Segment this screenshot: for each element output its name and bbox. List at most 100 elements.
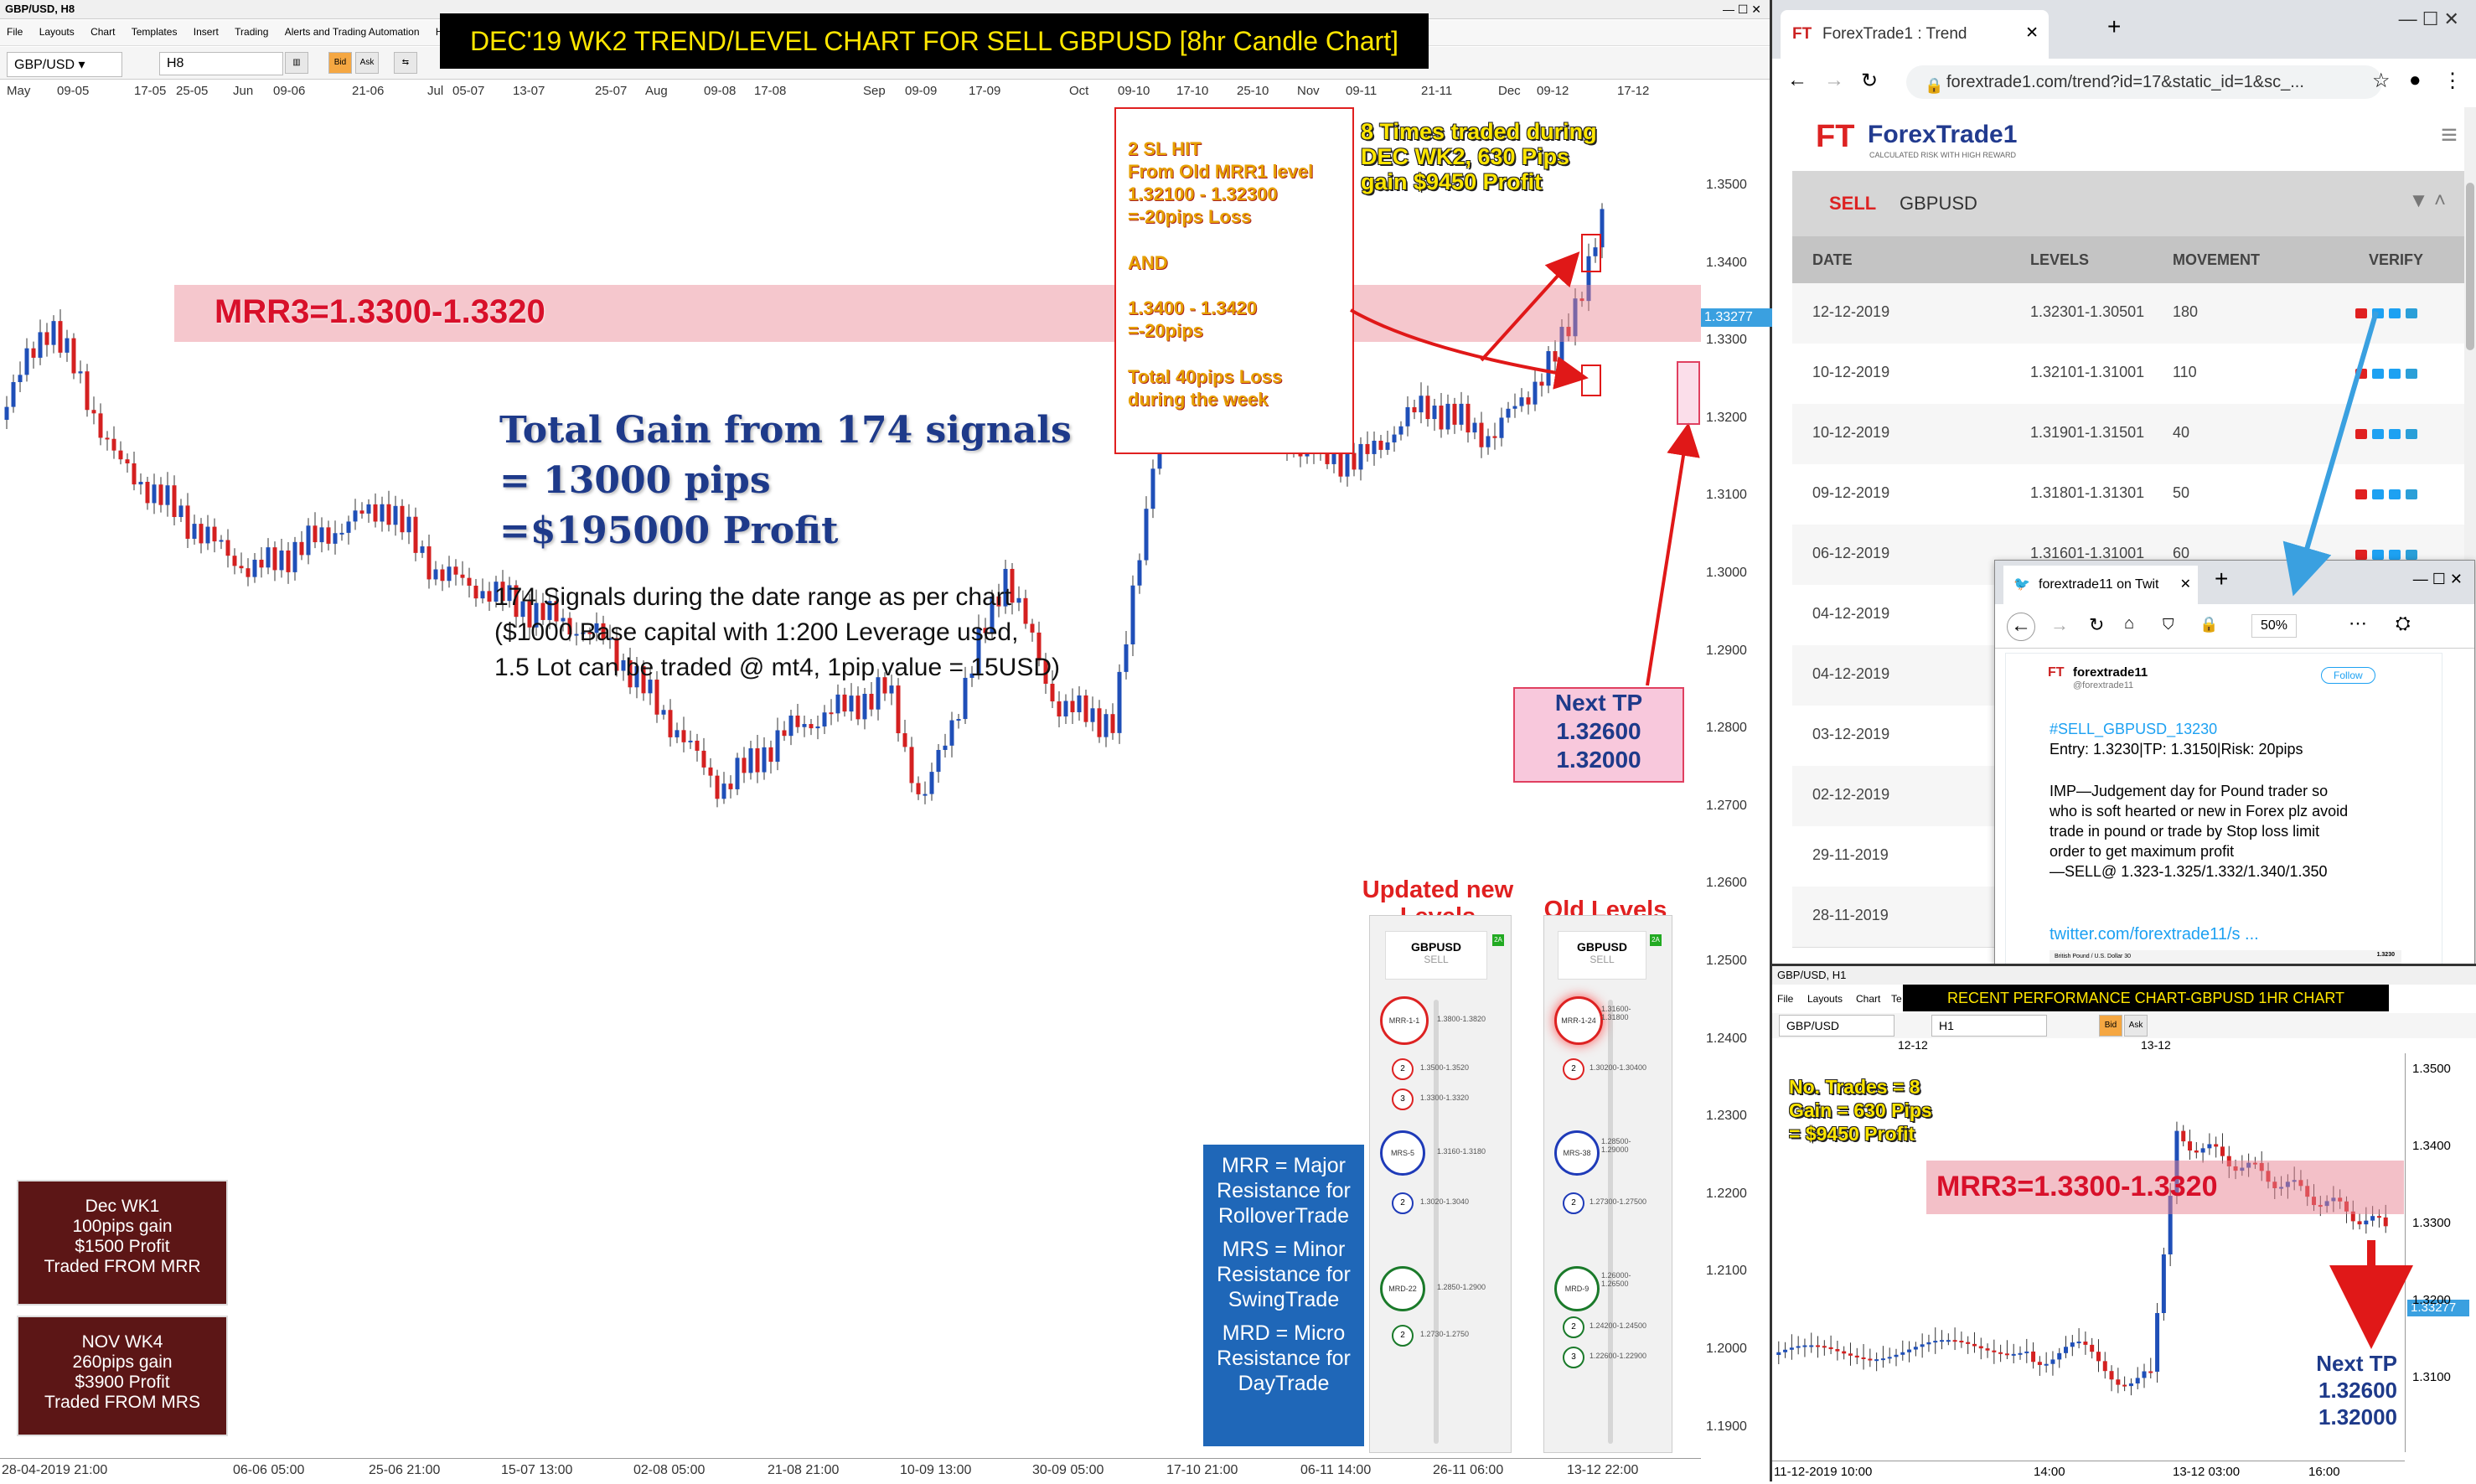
twitter-icon[interactable] <box>2372 308 2384 318</box>
h1-candles[interactable] <box>1772 1053 2406 1452</box>
legend-mrs: MRS = Minor Resistance for SwingTrade <box>1217 1238 1351 1311</box>
table-row[interactable]: 09-12-2019 1.31801-1.31301 50 <box>1792 464 2466 525</box>
scroll-thumb[interactable] <box>2466 183 2474 350</box>
candle-body <box>2383 1217 2388 1227</box>
candle-body <box>1933 1341 1938 1343</box>
follow-button[interactable]: Follow <box>2321 667 2375 684</box>
youtube-icon[interactable] <box>2355 369 2367 379</box>
tw-home-icon[interactable]: ⌂ <box>2124 614 2135 633</box>
candle-body <box>849 695 854 712</box>
youtube-icon[interactable] <box>2355 429 2367 439</box>
tw-newtab-icon[interactable]: + <box>2215 566 2229 592</box>
twitter-icon[interactable] <box>2372 369 2384 379</box>
telegram-icon[interactable] <box>2406 550 2417 560</box>
menu-templates[interactable]: Templates <box>131 26 178 38</box>
panel-scrollbar[interactable] <box>1434 1000 1439 1444</box>
new-tab-icon[interactable]: + <box>2107 13 2122 39</box>
youtube-icon[interactable] <box>2355 489 2367 499</box>
menu-layouts[interactable]: Layouts <box>39 26 75 38</box>
hamburger-icon[interactable]: ≡ <box>2441 119 2458 151</box>
bid-button[interactable]: Bid <box>328 52 352 74</box>
tw-zoom[interactable]: 50% <box>2251 614 2298 638</box>
youtube-icon[interactable] <box>2355 308 2367 318</box>
timeframe-select[interactable]: H8 <box>159 52 283 75</box>
tab-title: ForexTrade1 : Trend <box>1822 25 1967 43</box>
row-levels: 1.31801-1.31301 <box>2030 484 2145 501</box>
table-row[interactable]: 12-12-2019 1.32301-1.30501 180 <box>1792 283 2466 344</box>
table-row[interactable]: 10-12-2019 1.31901-1.31501 40 <box>1792 404 2466 465</box>
tab-close-icon[interactable]: ✕ <box>2025 24 2039 42</box>
table-row[interactable]: 10-12-2019 1.32101-1.31001 110 <box>1792 344 2466 405</box>
tw-tab[interactable]: 🐦 forextrade11 on Twit ✕ <box>2003 566 2198 604</box>
url-field[interactable]: forextrade1.com/trend?id=17&static_id=1&… <box>1906 65 2382 99</box>
window-controls[interactable]: — ☐ ✕ <box>2398 8 2459 29</box>
ask-button[interactable]: Ask <box>355 52 379 74</box>
filter-icon[interactable]: ▼ ˄ <box>2408 189 2446 212</box>
menu-insert[interactable]: Insert <box>193 26 219 38</box>
mrr-circle: MRR-1-1 <box>1380 996 1429 1045</box>
candle-body <box>333 533 338 544</box>
h1-menu-layouts[interactable]: Layouts <box>1807 993 1843 1005</box>
tw-body-line: order to get maximum profit <box>2050 843 2235 860</box>
tw-link[interactable]: twitter.com/forextrade11/s ... <box>2050 925 2259 944</box>
candle-body <box>1900 1352 1905 1355</box>
menu-dots-icon[interactable]: ⋮ <box>2442 70 2463 92</box>
tw-hashtag[interactable]: #SELL_GBPUSD_13230 <box>2050 721 2218 737</box>
chart-type-icon[interactable]: ▥ <box>285 52 308 74</box>
dec-wk1-line: $1500 Profit <box>75 1237 170 1256</box>
forward-icon[interactable]: → <box>1824 69 1844 91</box>
tw-forward-icon[interactable]: → <box>2050 614 2069 635</box>
candle-body <box>534 602 539 628</box>
h1-menu-chart[interactable]: Chart <box>1856 993 1881 1005</box>
twitter-icon[interactable] <box>2389 308 2401 318</box>
tw-back-icon[interactable]: ← <box>2007 613 2035 641</box>
candle-body <box>2070 1342 2075 1347</box>
h1-price-tick: 1.3500 <box>2412 1062 2451 1076</box>
menu-trading[interactable]: Trading <box>235 26 269 38</box>
telegram-icon[interactable] <box>2406 489 2417 499</box>
candle-body <box>252 559 257 577</box>
telegram-icon[interactable] <box>2406 369 2417 379</box>
tw-tools-icon[interactable]: ⛭ <box>2396 613 2411 633</box>
h1-current-price: 1.33277 <box>2407 1300 2469 1316</box>
h1-timeframe-select[interactable]: H1 <box>1931 1015 2047 1037</box>
tw-more-icon[interactable]: ⋯ <box>2349 613 2367 633</box>
lock-icon: 🔒 <box>1925 77 1944 94</box>
h1-ask-button[interactable]: Ask <box>2124 1015 2148 1037</box>
telegram-icon[interactable] <box>2406 308 2417 318</box>
level-value: 1.2730-1.2750 <box>1420 1330 1470 1338</box>
panel-scrollbar[interactable] <box>1608 1000 1613 1444</box>
reload-icon[interactable]: ↻ <box>1861 70 1879 92</box>
twitter-icon[interactable] <box>2389 550 2401 560</box>
tw-tab-close-icon[interactable]: ✕ <box>2179 577 2191 592</box>
h1-bid-button[interactable]: Bid <box>2099 1015 2122 1037</box>
h1-menu-templates[interactable]: Te <box>1891 993 1902 1005</box>
youtube-icon[interactable] <box>2355 550 2367 560</box>
twitter-icon[interactable] <box>2372 429 2384 439</box>
telegram-icon[interactable] <box>2406 429 2417 439</box>
candle-body <box>1776 1352 1781 1355</box>
candle-body <box>152 484 157 504</box>
symbol-select[interactable]: GBP/USD ▾ <box>7 52 122 77</box>
tab-forextrade[interactable]: FT ForexTrade1 : Trend ✕ <box>1781 10 2049 59</box>
twitter-icon[interactable] <box>2389 429 2401 439</box>
h1-symbol-select[interactable]: GBP/USD <box>1779 1015 1894 1037</box>
window-controls[interactable]: — ☐ ✕ <box>1722 3 1761 16</box>
profile-icon[interactable]: ● <box>2409 69 2422 91</box>
twitter-icon[interactable] <box>2389 489 2401 499</box>
candle-body <box>1539 381 1544 386</box>
menu-chart[interactable]: Chart <box>90 26 116 38</box>
twitter-icon[interactable] <box>2372 550 2384 560</box>
zoom-icon[interactable]: ⇆ <box>394 52 417 74</box>
tw-window-controls[interactable]: — ☐ ✕ <box>2412 571 2463 587</box>
sl-line: =-20pips <box>1128 320 1203 341</box>
h1-menu-file[interactable]: File <box>1777 993 1794 1005</box>
date-tick: 09-11 <box>1346 84 1378 98</box>
twitter-icon[interactable] <box>2372 489 2384 499</box>
menu-alerts[interactable]: Alerts and Trading Automation <box>284 26 420 38</box>
tw-reload-icon[interactable]: ↻ <box>2089 614 2105 635</box>
menu-file[interactable]: File <box>7 26 23 38</box>
back-icon[interactable]: ← <box>1787 69 1807 91</box>
twitter-icon[interactable] <box>2389 369 2401 379</box>
star-icon[interactable]: ☆ <box>2372 70 2391 92</box>
